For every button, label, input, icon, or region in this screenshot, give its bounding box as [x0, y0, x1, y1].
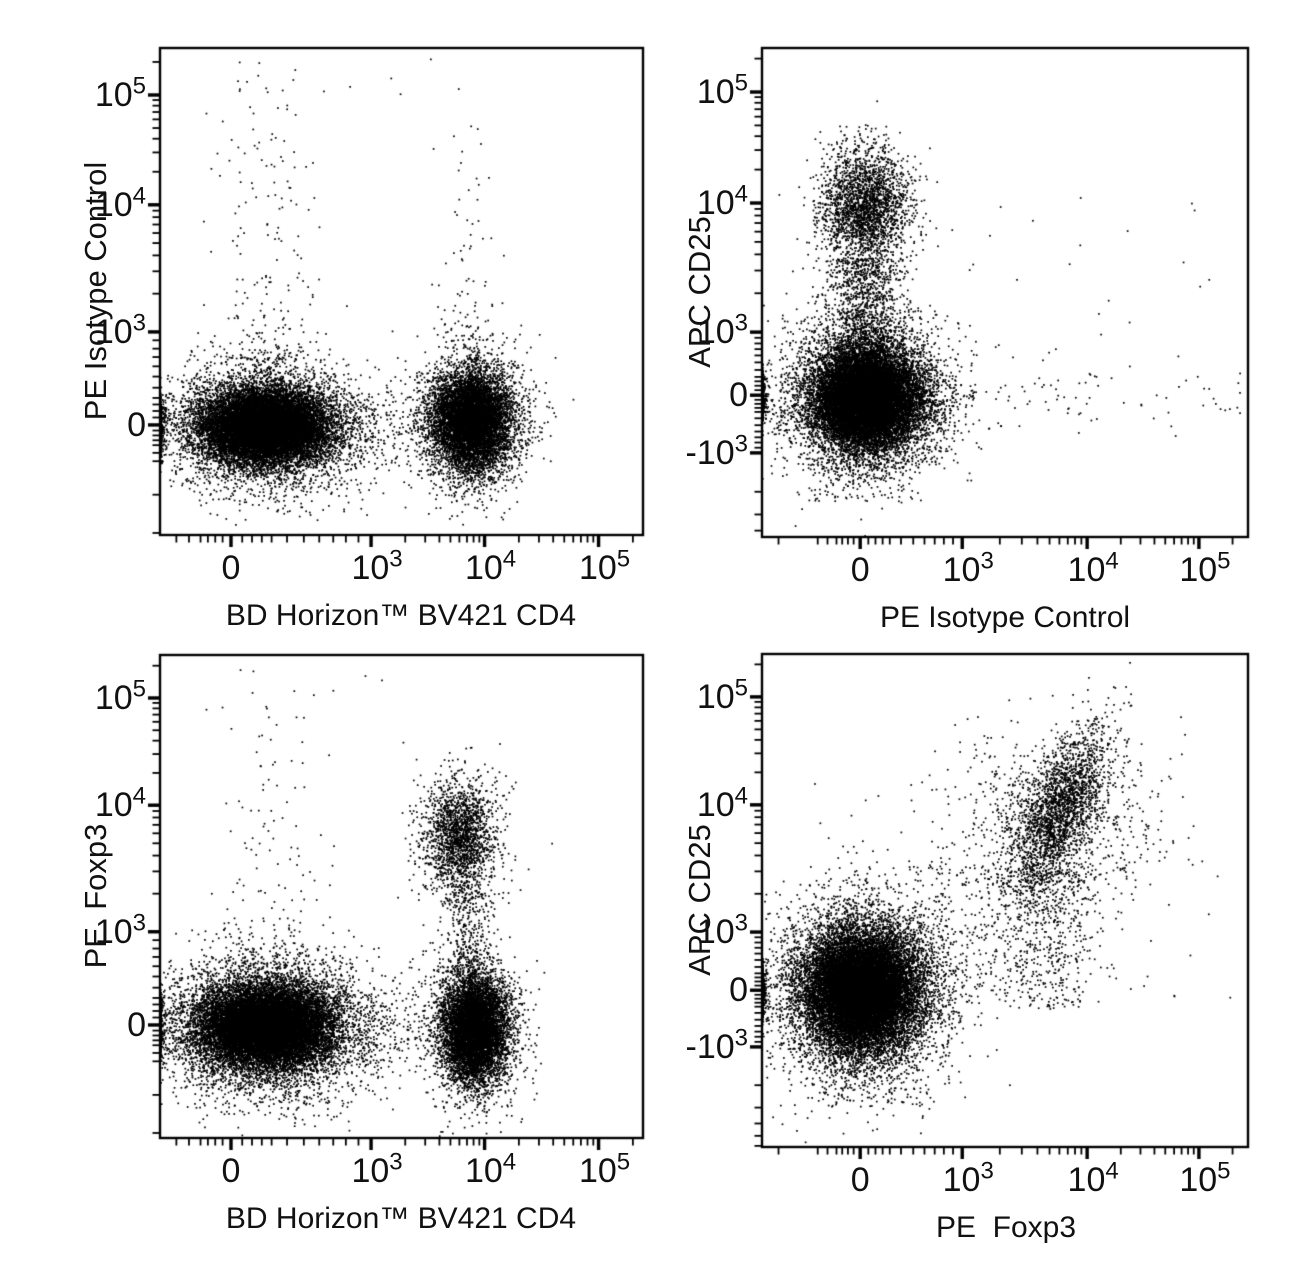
x-tick-label: 0	[221, 549, 241, 587]
x-axis-title-top-left: BD Horizon™ BV421 CD4	[225, 599, 577, 632]
scatter-canvas-bottom-right	[740, 648, 1256, 1169]
x-tick-label: 0	[221, 1152, 241, 1190]
x-tick-label: 104	[464, 1148, 517, 1190]
x-tick-label: 103	[942, 547, 994, 589]
y-tick-label: 0	[729, 971, 748, 1010]
panel-bottom-left	[138, 649, 651, 1165]
y-tick-label: 103	[696, 909, 748, 952]
panel-top-left	[138, 42, 651, 562]
x-tick-label: 105	[578, 1148, 631, 1190]
y-tick-label: 105	[696, 69, 748, 111]
y-tick-label: 0	[127, 405, 146, 444]
x-tick-label: 105	[1179, 1157, 1231, 1199]
panel-top-right	[740, 42, 1256, 564]
x-axis-title-bottom-right: PE Foxp3	[935, 1211, 1077, 1244]
y-tick-label: -103	[685, 1024, 749, 1066]
x-tick-label: 0	[850, 1161, 870, 1199]
scatter-canvas-top-left	[138, 42, 651, 557]
y-tick-label: 105	[94, 675, 146, 717]
x-tick-label: 105	[578, 545, 631, 587]
y-tick-label: 104	[94, 782, 146, 825]
y-tick-label: 0	[729, 376, 748, 415]
y-tick-label: 104	[696, 782, 748, 824]
x-tick-label: 104	[464, 545, 517, 587]
x-axis-title-top-right: PE Isotype Control	[879, 601, 1131, 634]
x-tick-label: 104	[1067, 547, 1119, 589]
x-tick-label: 103	[351, 1148, 403, 1190]
x-tick-label: 0	[850, 551, 870, 589]
scatter-canvas-top-right	[740, 42, 1256, 559]
y-tick-label: 105	[696, 674, 748, 716]
y-axis-title-bottom-right: APC CD25	[681, 824, 717, 976]
panel-bottom-right	[740, 648, 1256, 1174]
scatter-canvas-bottom-left	[138, 649, 651, 1160]
y-tick-label: 103	[94, 909, 146, 951]
x-tick-label: 103	[942, 1157, 994, 1199]
y-tick-label: 104	[696, 180, 748, 222]
x-tick-label: 105	[1179, 547, 1231, 589]
y-tick-label: 0	[127, 1005, 146, 1044]
x-axis-title-bottom-left: BD Horizon™ BV421 CD4	[225, 1202, 577, 1235]
x-tick-label: 104	[1067, 1157, 1119, 1199]
y-tick-label: 103	[94, 309, 146, 351]
y-tick-label: 103	[696, 309, 748, 352]
y-tick-label: 104	[94, 182, 146, 224]
x-tick-label: 103	[351, 545, 403, 587]
y-tick-label: -103	[685, 430, 749, 472]
y-tick-label: 105	[94, 72, 146, 114]
